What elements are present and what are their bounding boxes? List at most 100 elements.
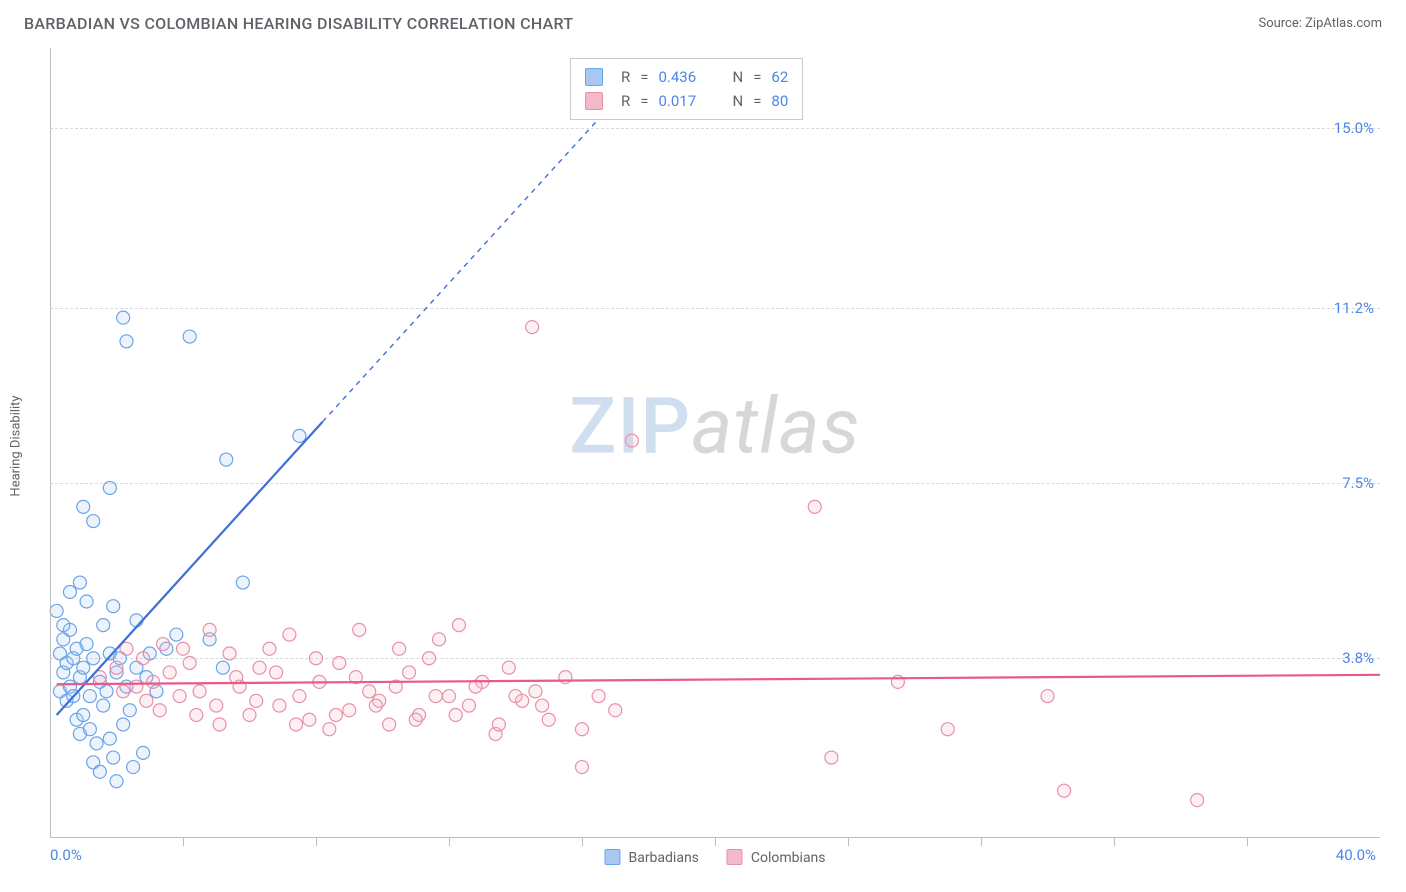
scatter-point [127, 761, 140, 774]
scatter-point [93, 765, 106, 778]
scatter-point [576, 761, 589, 774]
scatter-point [190, 709, 203, 722]
scatter-point [363, 685, 376, 698]
scatter-point [462, 699, 475, 712]
scatter-point [253, 661, 266, 674]
scatter-point [117, 685, 130, 698]
r-value-barbadians: 0.436 [658, 68, 710, 86]
source-link[interactable]: ZipAtlas.com [1305, 16, 1382, 31]
stats-row-barbadians: R = 0.436 N = 62 [571, 65, 802, 89]
scatter-point [236, 576, 249, 589]
scatter-point [250, 694, 263, 707]
scatter-point [452, 619, 465, 632]
scatter-point [536, 699, 549, 712]
swatch-colombians [585, 92, 603, 110]
scatter-point [273, 699, 286, 712]
scatter-point [290, 718, 303, 731]
r-value-colombians: 0.017 [658, 92, 710, 110]
scatter-point [183, 330, 196, 343]
scatter-point [409, 713, 422, 726]
scatter-point [87, 652, 100, 665]
eq-label: = [640, 92, 648, 110]
stats-row-colombians: R = 0.017 N = 80 [571, 89, 802, 113]
scatter-point [153, 704, 166, 717]
scatter-point [423, 652, 436, 665]
scatter-point [63, 586, 76, 599]
r-label: R [621, 92, 630, 110]
scatter-point [353, 623, 366, 636]
scatter-point [443, 690, 456, 703]
n-value-barbadians: 62 [771, 68, 788, 86]
scatter-point [216, 661, 229, 674]
scatter-point [369, 699, 382, 712]
scatter-point [263, 642, 276, 655]
legend-item-barbadians: Barbadians [604, 849, 698, 866]
scatter-point [57, 619, 70, 632]
y-axis-title: Hearing Disability [9, 395, 24, 496]
scatter-point [213, 718, 226, 731]
source-attribution: Source: ZipAtlas.com [1258, 16, 1382, 31]
scatter-point [103, 481, 116, 494]
scatter-point [502, 661, 515, 674]
scatter-point [243, 709, 256, 722]
scatter-point [80, 638, 93, 651]
scatter-point [303, 713, 316, 726]
scatter-point [383, 718, 396, 731]
scatter-point [110, 775, 123, 788]
scatter-point [403, 666, 416, 679]
scatter-point [293, 690, 306, 703]
n-label: N [732, 68, 743, 86]
scatter-point [83, 723, 96, 736]
scatter-point [107, 600, 120, 613]
scatter-point [120, 335, 133, 348]
scatter-point [529, 685, 542, 698]
y-tick-label: 7.5% [1342, 474, 1374, 492]
scatter-point [492, 718, 505, 731]
chart-svg [50, 48, 1380, 838]
scatter-point [310, 652, 323, 665]
scatter-point [77, 709, 90, 722]
legend-swatch-barbadians [604, 849, 620, 865]
scatter-point [123, 704, 136, 717]
scatter-point [270, 666, 283, 679]
n-label: N [732, 92, 743, 110]
y-axis-line [50, 48, 51, 838]
swatch-barbadians [585, 68, 603, 86]
eq-label: = [753, 92, 761, 110]
scatter-point [173, 690, 186, 703]
scatter-point [343, 704, 356, 717]
y-tick-label: 15.0% [1334, 119, 1374, 137]
scatter-point [97, 699, 110, 712]
scatter-point [323, 723, 336, 736]
scatter-point [542, 713, 555, 726]
stats-box: R = 0.436 N = 62 R = 0.017 N = 80 [570, 58, 803, 120]
n-value-colombians: 80 [771, 92, 788, 110]
scatter-point [576, 723, 589, 736]
scatter-point [100, 685, 113, 698]
scatter-point [393, 642, 406, 655]
y-tick-label: 3.8% [1342, 649, 1374, 667]
scatter-point [220, 453, 233, 466]
scatter-point [77, 661, 90, 674]
scatter-point [625, 434, 638, 447]
scatter-point [293, 429, 306, 442]
plot-container: ZIPatlas 3.8%7.5%11.2%15.0% 0.0% 40.0% R… [50, 48, 1380, 838]
scatter-point [449, 709, 462, 722]
scatter-point [223, 647, 236, 660]
scatter-point [117, 311, 130, 324]
r-label: R [621, 68, 630, 86]
scatter-point [333, 656, 346, 669]
scatter-point [77, 500, 90, 513]
x-max-label: 40.0% [1336, 846, 1376, 864]
scatter-point [140, 694, 153, 707]
scatter-point [87, 515, 100, 528]
scatter-point [110, 661, 123, 674]
source-prefix: Source: [1258, 16, 1305, 31]
scatter-point [137, 746, 150, 759]
scatter-point [137, 652, 150, 665]
scatter-point [177, 642, 190, 655]
legend-label-colombians: Colombians [751, 850, 826, 866]
scatter-point [157, 638, 170, 651]
scatter-point [203, 623, 216, 636]
scatter-point [433, 633, 446, 646]
